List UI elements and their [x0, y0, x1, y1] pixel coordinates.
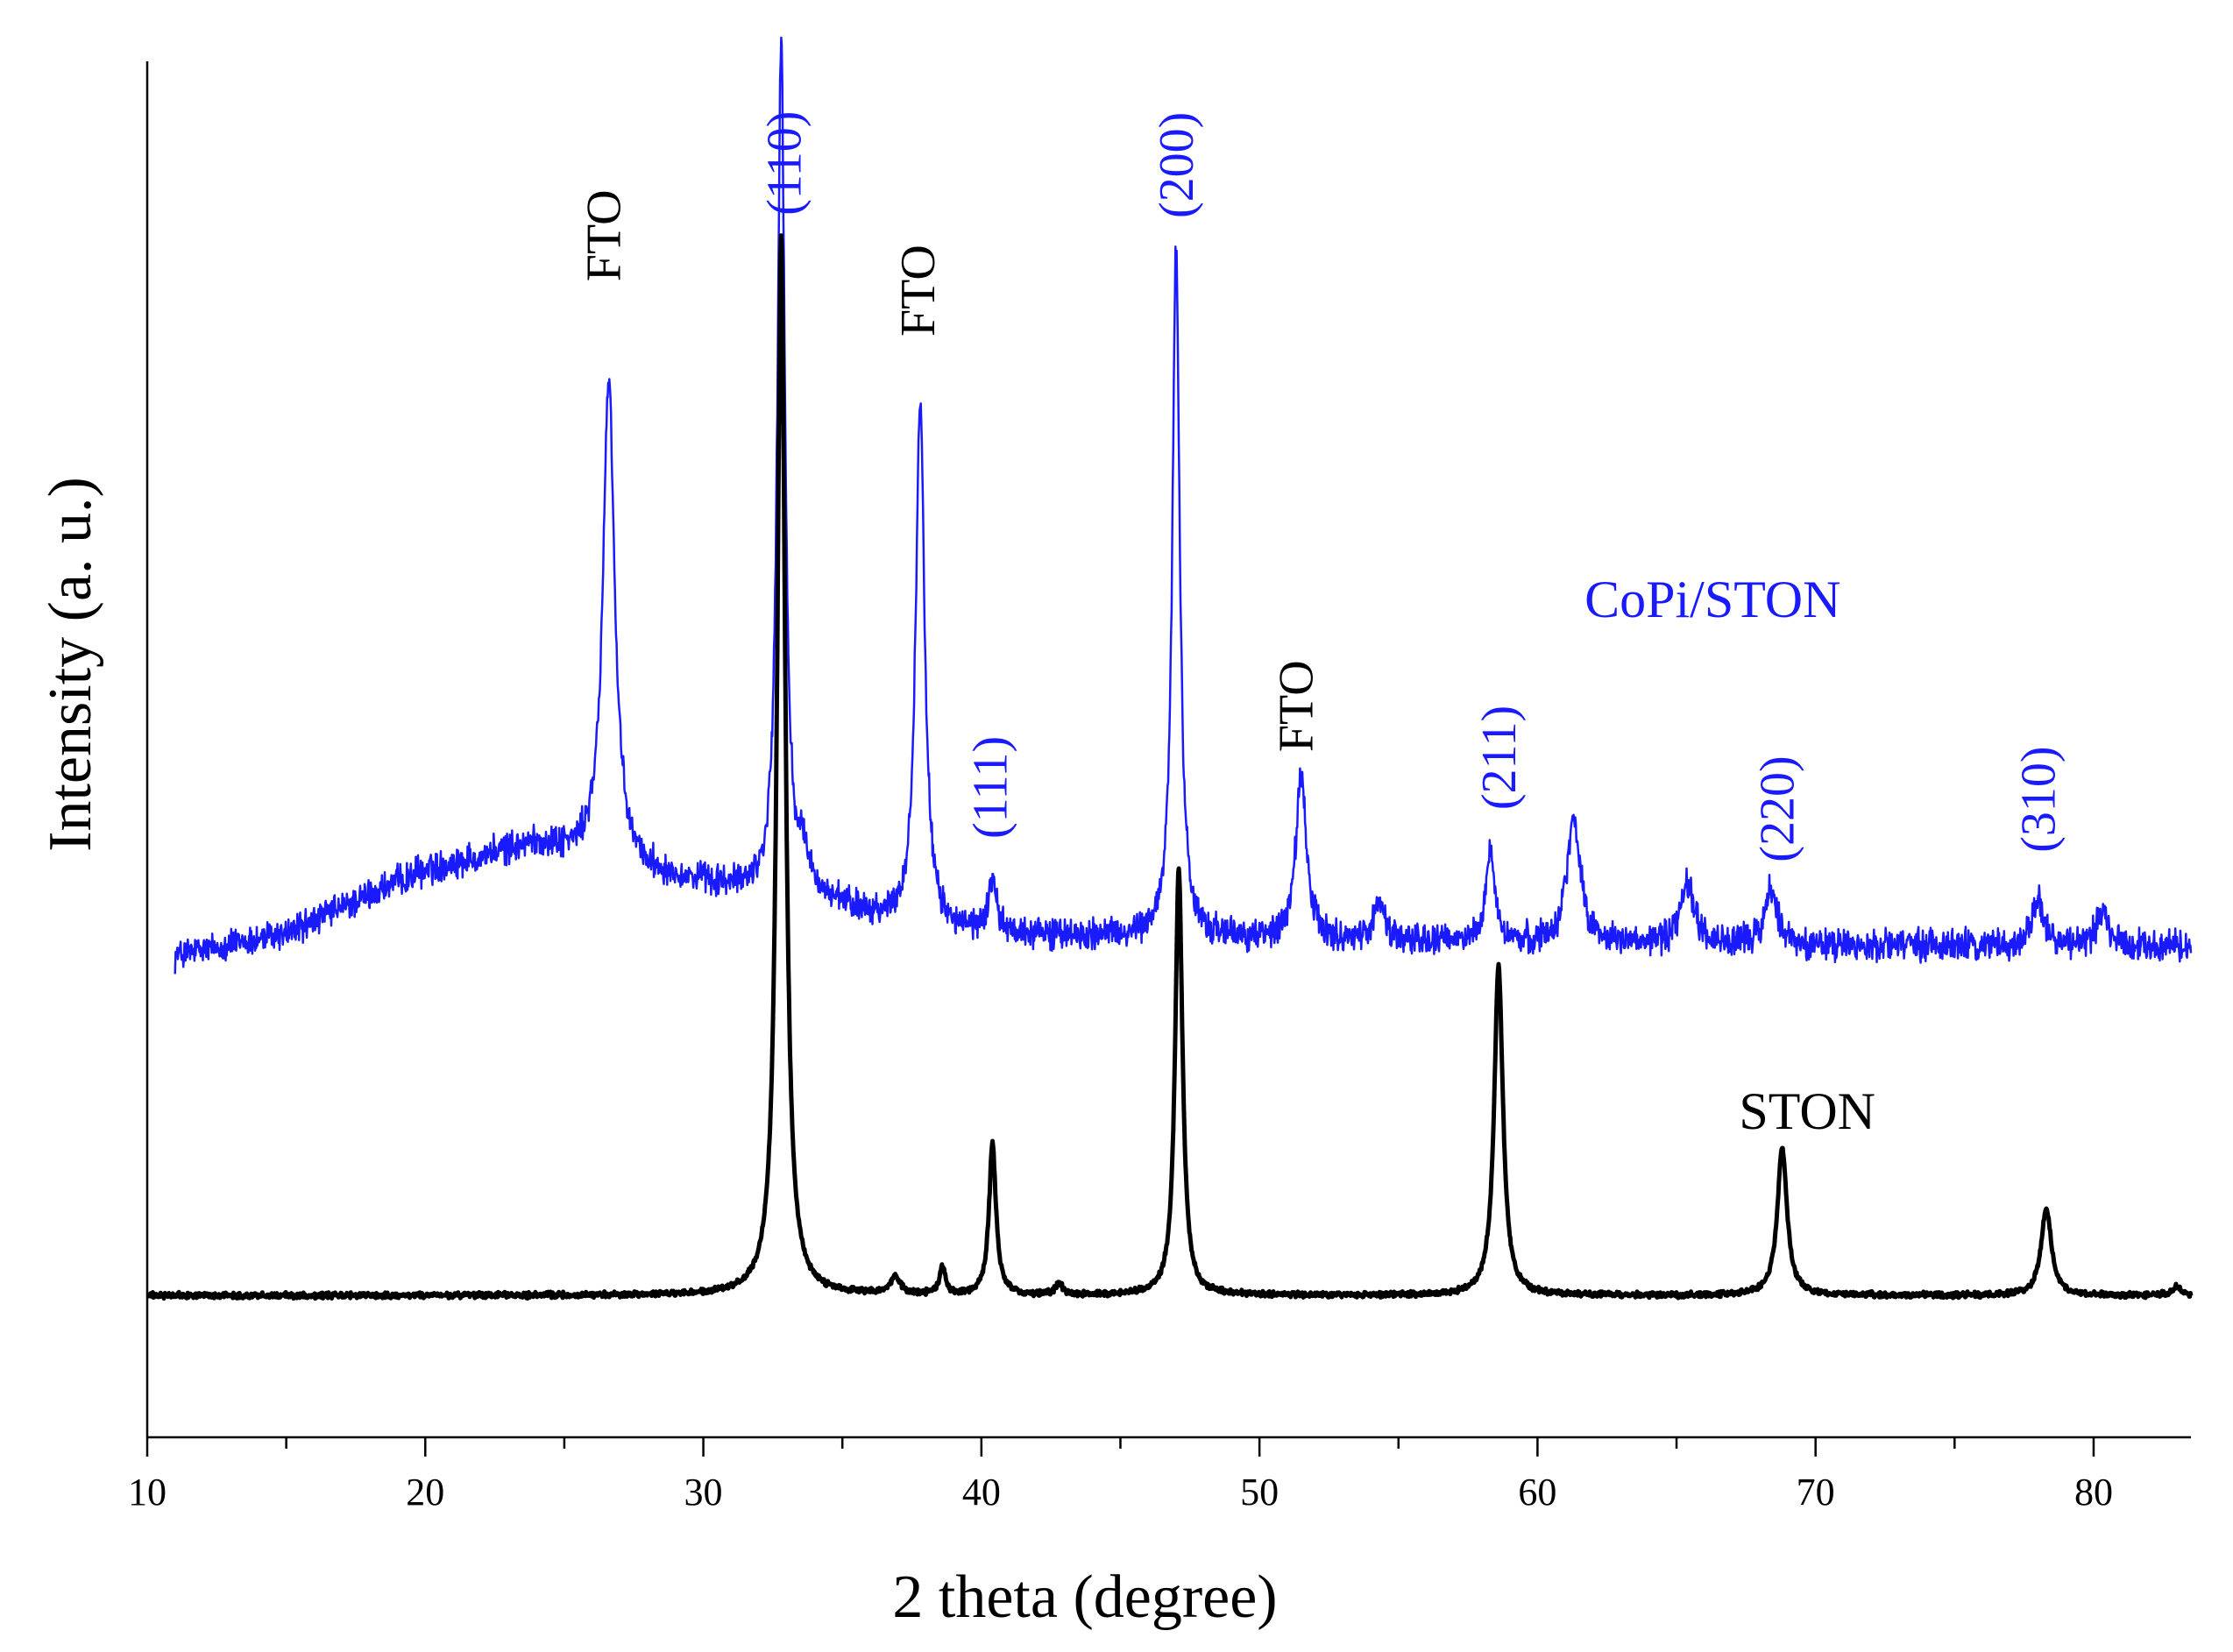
series-layer [145, 36, 2194, 1301]
annotations-layer: FTO (110) FTO (111) (200) FTO (211) (220) (310) C… [578, 111, 2066, 1140]
peak-annotation: FTO [1270, 660, 1324, 752]
x-ticks-layer: 10 20 30 40 50 60 70 80 [128, 1437, 2113, 1514]
peak-annotation: FTO [891, 245, 946, 337]
peak-annotation: (310) [2012, 747, 2066, 853]
peak-annotation: FTO [578, 189, 632, 281]
y-axis-title: Intensity (a. u.) [37, 477, 104, 852]
x-tick-label: 80 [2074, 1471, 2113, 1514]
axes-layer [145, 61, 2191, 1439]
x-tick-label: 10 [128, 1471, 167, 1514]
x-tick-label: 60 [1518, 1471, 1556, 1514]
x-tick-label: 40 [962, 1471, 1001, 1514]
peak-annotation: (220) [1750, 755, 1804, 861]
peak-annotation: (110) [758, 111, 812, 216]
peak-annotation: (200) [1150, 112, 1204, 218]
x-tick-label: 20 [406, 1471, 444, 1514]
peak-annotation: (211) [1472, 705, 1527, 810]
series-label: CoPi/STON [1584, 571, 1840, 628]
x-tick-label: 70 [1797, 1471, 1835, 1514]
x-axis-title: 2 theta (degree) [892, 1563, 1277, 1631]
x-tick-label: 30 [684, 1471, 723, 1514]
peak-annotation: (111) [964, 736, 1018, 839]
series-line-copi-ston [174, 36, 2193, 975]
x-tick-label: 50 [1240, 1471, 1279, 1514]
series-label: STON [1739, 1082, 1875, 1140]
series-line-ston [145, 233, 2194, 1301]
